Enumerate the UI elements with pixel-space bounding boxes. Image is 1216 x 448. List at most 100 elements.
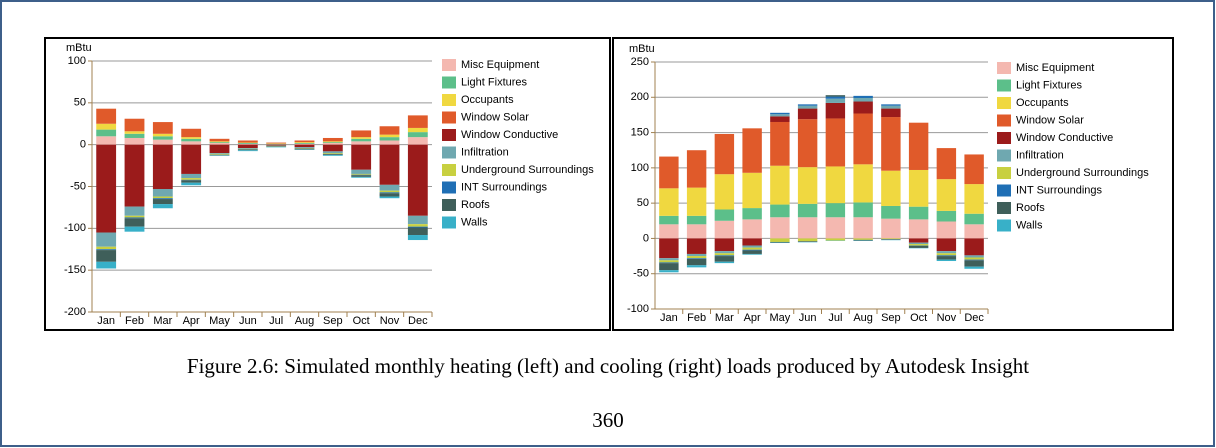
- bar-segment: [124, 226, 145, 232]
- bar-segment: [659, 260, 679, 263]
- legend-label: Window Conductive: [1016, 132, 1113, 144]
- bar-segment: [124, 131, 145, 134]
- bar-segment: [770, 116, 790, 122]
- bar-segment: [266, 142, 287, 144]
- x-tick-label: Nov: [937, 312, 957, 324]
- bar-segment: [770, 112, 790, 115]
- bar-segment: [152, 144, 173, 190]
- legend-label: Underground Surroundings: [461, 164, 594, 176]
- y-tick-label: 200: [631, 91, 649, 103]
- legend-swatch: [442, 59, 456, 71]
- bar-segment: [124, 118, 145, 132]
- bar-segment: [379, 134, 400, 138]
- y-tick-label: -100: [64, 222, 86, 234]
- bar-segment: [714, 256, 735, 262]
- bar-segment: [124, 215, 145, 218]
- bar-segment: [714, 209, 735, 221]
- bar-segment: [964, 154, 984, 185]
- bar-segment: [407, 226, 428, 228]
- bar-segment: [825, 166, 846, 204]
- x-tick-label: Aug: [295, 315, 315, 327]
- legend-swatch: [442, 199, 456, 211]
- bar-segment: [407, 127, 428, 133]
- legend-label: Occupants: [461, 94, 514, 106]
- legend-label: Window Solar: [461, 111, 529, 123]
- bar-segment: [908, 238, 929, 243]
- bar-segment: [936, 221, 957, 239]
- bar-segment: [770, 121, 790, 166]
- bar-segment: [936, 256, 957, 260]
- bar-segment: [322, 142, 343, 143]
- bar-segment: [742, 249, 762, 251]
- bar-segment: [797, 105, 818, 109]
- bar-segment: [152, 139, 173, 145]
- bar-segment: [379, 184, 400, 191]
- legend-swatch: [997, 219, 1011, 232]
- bar-segment: [853, 164, 873, 203]
- x-tick-label: Aug: [853, 312, 873, 324]
- bar-segment: [770, 241, 790, 243]
- bar-segment: [181, 138, 202, 142]
- bar-segment: [152, 198, 173, 200]
- bar-segment: [237, 148, 258, 149]
- bar-segment: [96, 123, 117, 130]
- bar-segment: [936, 255, 957, 257]
- bar-segment: [407, 224, 428, 227]
- x-tick-label: Jul: [269, 315, 283, 327]
- bar-segment: [209, 144, 230, 154]
- bar-segment: [908, 206, 929, 220]
- bar-segment: [853, 95, 873, 98]
- x-tick-label: Oct: [353, 315, 370, 327]
- bar-segment: [686, 265, 707, 268]
- bar-segment: [152, 204, 173, 209]
- bar-segment: [825, 102, 846, 119]
- bar-segment: [181, 144, 202, 174]
- bar-segment: [853, 239, 873, 241]
- legend-label: Underground Surroundings: [1016, 167, 1149, 179]
- bar-segment: [853, 238, 873, 240]
- bar-segment: [181, 128, 202, 138]
- bar-segment: [351, 137, 372, 139]
- bar-segment: [714, 220, 735, 239]
- bar-segment: [124, 218, 145, 227]
- legend-label: Window Solar: [1016, 114, 1084, 126]
- bar-segment: [742, 253, 762, 255]
- bar-segment: [714, 255, 735, 257]
- bar-segment: [797, 108, 818, 120]
- bar-segment: [322, 151, 343, 154]
- x-tick-label: Jul: [828, 312, 842, 324]
- bar-segment: [209, 141, 230, 143]
- bar-segment: [742, 128, 762, 173]
- bar-segment: [209, 142, 230, 145]
- bar-segment: [124, 133, 145, 138]
- bar-segment: [714, 251, 735, 254]
- bar-segment: [351, 138, 372, 142]
- bar-segment: [209, 153, 230, 154]
- bar-segment: [714, 133, 735, 175]
- legend-label: Occupants: [1016, 97, 1069, 109]
- bar-segment: [659, 263, 679, 271]
- bar-segment: [659, 224, 679, 239]
- bar-segment: [936, 238, 957, 252]
- x-tick-label: Mar: [153, 315, 172, 327]
- bar-segment: [936, 251, 957, 254]
- bar-segment: [379, 140, 400, 145]
- y-axis-label: mBtu: [629, 43, 655, 55]
- bar-segment: [237, 149, 258, 151]
- bar-segment: [351, 175, 372, 177]
- bar-segment: [964, 238, 984, 256]
- bar-segment: [686, 256, 707, 259]
- bar-segment: [686, 215, 707, 225]
- bar-segment: [659, 215, 679, 225]
- bar-segment: [936, 253, 957, 256]
- x-tick-label: Feb: [687, 312, 706, 324]
- bar-segment: [152, 189, 173, 197]
- bar-segment: [797, 119, 818, 168]
- bar-segment: [181, 141, 202, 145]
- bar-segment: [825, 238, 846, 241]
- y-tick-label: 0: [643, 232, 649, 244]
- bar-segment: [294, 144, 315, 148]
- y-tick-label: 100: [631, 162, 649, 174]
- bar-segment: [96, 136, 117, 145]
- legend-swatch: [442, 146, 456, 159]
